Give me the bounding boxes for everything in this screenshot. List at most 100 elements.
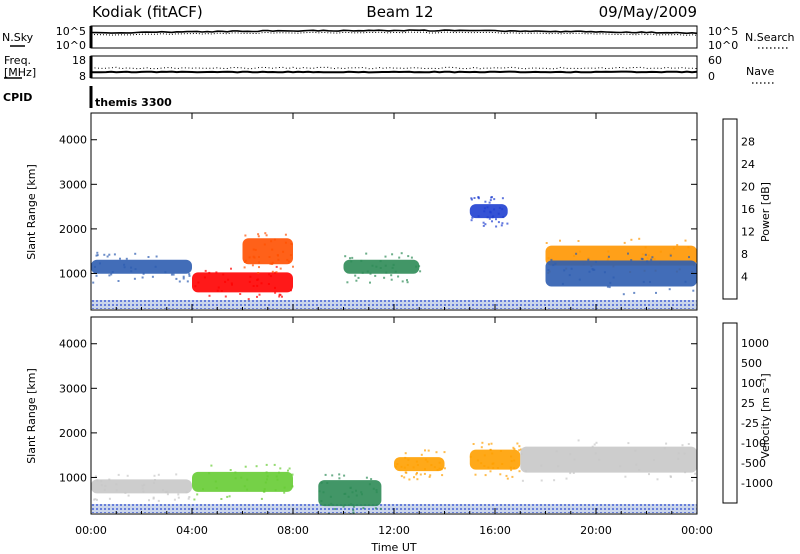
beam-title: Beam 12	[366, 3, 433, 21]
power-speckle	[638, 237, 641, 240]
velocity-speckle	[441, 474, 444, 477]
power-speckle	[375, 265, 378, 268]
velocity-xtick-label: 00:00	[75, 524, 107, 537]
power-speckle	[268, 273, 271, 276]
power-speckle	[354, 274, 357, 277]
power-speckle	[270, 240, 273, 243]
power-ytick-label: 2000	[59, 223, 87, 236]
velocity-speckle	[244, 465, 247, 468]
power-speckle	[612, 276, 615, 279]
power-colorbar-label: Power [dB]	[759, 182, 772, 242]
power-speckle	[96, 254, 99, 257]
power-speckle	[488, 217, 491, 220]
nsearch-label: N.Search	[745, 31, 795, 44]
velocity-speckle	[372, 487, 375, 490]
velocity-speckle	[352, 505, 355, 508]
power-speckle	[230, 267, 232, 270]
power-speckle	[286, 258, 289, 261]
velocity-speckle	[202, 488, 204, 491]
velocity-speckle	[175, 473, 178, 476]
power-speckle	[369, 272, 372, 275]
power-chart: 1000 2000 3000 4000 Slant Range [km] 4 8 12 16…	[25, 112, 772, 311]
velocity-speckle	[208, 472, 211, 475]
power-speckle	[606, 285, 609, 288]
power-speckle	[676, 244, 679, 247]
power-speckle	[247, 298, 250, 301]
velocity-speckle	[513, 459, 516, 462]
power-speckle	[281, 295, 283, 298]
power-speckle	[253, 256, 256, 259]
velocity-speckle	[430, 464, 433, 467]
power-speckle	[575, 252, 578, 255]
velocity-speckle	[166, 493, 169, 496]
power-speckle	[477, 197, 480, 200]
velocity-speckle	[320, 481, 323, 484]
power-speckle	[257, 272, 260, 274]
velocity-speckle	[255, 465, 258, 468]
power-speckle	[603, 271, 606, 274]
power-speckle	[258, 256, 260, 258]
velocity-speckle	[394, 465, 397, 468]
velocity-speckle	[634, 449, 637, 452]
velocity-speckle	[474, 473, 477, 476]
power-speckle	[257, 235, 260, 238]
power-speckle	[545, 242, 548, 244]
velocity-speckle	[157, 473, 160, 476]
velocity-speckle	[153, 474, 156, 477]
velocity-speckle	[283, 486, 286, 489]
power-speckle	[500, 224, 503, 227]
velocity-speckle	[669, 475, 672, 478]
power-speckle	[390, 278, 393, 281]
power-speckle	[269, 262, 272, 265]
power-speckle	[243, 261, 246, 263]
power-speckle	[172, 273, 175, 276]
velocity-speckle	[374, 507, 377, 510]
power-speckle	[659, 250, 662, 253]
velocity-speckle	[480, 446, 483, 449]
velocity-speckle	[565, 477, 568, 480]
velocity-speckle	[287, 469, 289, 472]
velocity-speckle	[415, 473, 418, 476]
power-speckle	[579, 250, 582, 253]
velocity-speckle	[598, 458, 601, 461]
velocity-speckle	[427, 449, 430, 452]
power-speckle	[94, 265, 96, 268]
velocity-speckle	[361, 493, 363, 496]
power-speckle	[203, 276, 206, 279]
power-speckle	[641, 253, 644, 256]
power-speckle	[559, 239, 561, 242]
power-speckle	[547, 269, 550, 272]
velocity-speckle	[509, 466, 512, 469]
velocity-speckle	[483, 465, 486, 467]
power-speckle	[188, 273, 191, 276]
power-speckle	[366, 270, 369, 273]
nsearch-series	[90, 31, 698, 36]
power-speckle	[394, 270, 397, 273]
velocity-speckle	[677, 452, 680, 455]
power-speckle	[486, 206, 489, 209]
velocity-speckle	[274, 489, 277, 492]
power-speckle	[371, 264, 374, 267]
power-speckle	[647, 254, 650, 257]
velocity-speckle	[426, 460, 429, 463]
velocity-speckle	[338, 477, 341, 480]
velocity-speckle	[291, 485, 294, 488]
power-speckle	[130, 270, 133, 273]
power-speckle	[350, 260, 353, 263]
velocity-speckle	[196, 493, 199, 496]
power-speckle	[493, 208, 496, 211]
freq-left-tick-top: 18	[72, 54, 86, 67]
power-colorbar-frame	[722, 118, 738, 300]
velocity-speckle	[407, 458, 410, 461]
power-speckle	[111, 271, 114, 274]
power-speckle	[119, 257, 121, 260]
velocity-speckle	[265, 471, 268, 474]
velocity-speckle	[687, 443, 690, 445]
power-speckle	[357, 276, 360, 279]
power-feature-1	[192, 272, 293, 293]
power-speckle	[257, 233, 260, 236]
power-speckle	[687, 246, 690, 249]
velocity-speckle	[375, 491, 378, 494]
velocity-speckle	[283, 491, 286, 494]
power-speckle	[401, 280, 404, 283]
